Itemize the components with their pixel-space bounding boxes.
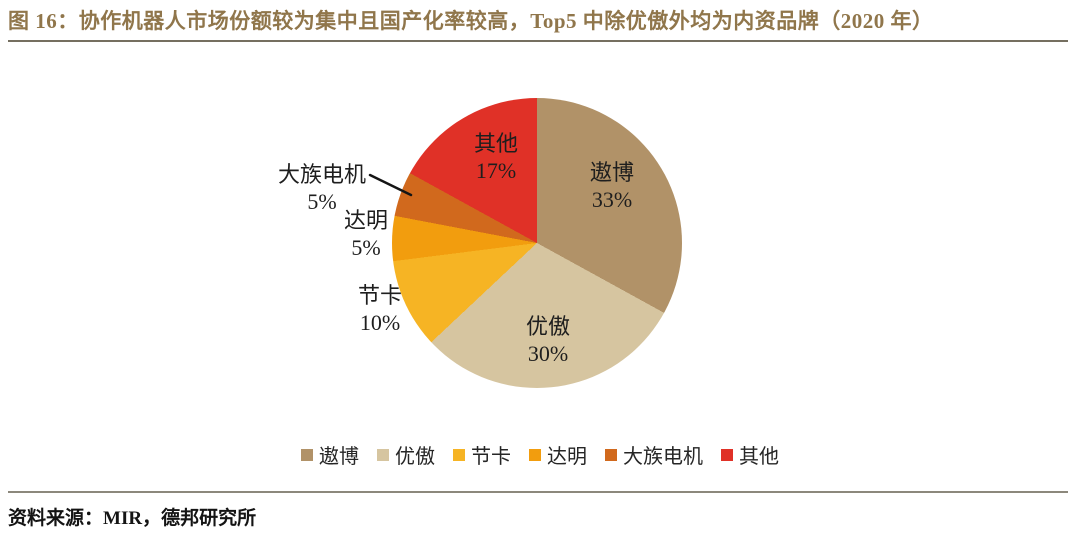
legend-item-jieka: 节卡 — [453, 440, 511, 469]
legend-label: 大族电机 — [623, 446, 703, 468]
legend-label: 其他 — [739, 446, 779, 468]
slice-pct: 30% — [527, 341, 569, 366]
legend-item-qita: 其他 — [721, 440, 779, 469]
legend-label: 节卡 — [471, 446, 511, 468]
slice-pct: 33% — [591, 187, 633, 212]
leader-line-dazu-dianji — [368, 173, 413, 197]
slice-pct: 5% — [351, 235, 381, 260]
legend-swatch — [453, 448, 465, 461]
title-divider-line — [8, 40, 1068, 42]
source-divider-line — [8, 491, 1068, 493]
legend-item-youao: 优傲 — [377, 440, 435, 469]
chart-legend: 遨博 优傲 节卡 达明 大族电机 其他 — [0, 440, 1080, 469]
slice-pct: 17% — [475, 158, 517, 183]
pie-chart — [392, 98, 682, 388]
legend-label: 达明 — [547, 446, 587, 468]
slice-pct: 5% — [307, 189, 337, 214]
slice-label-aobo: 遨博 33% — [590, 159, 634, 213]
source-prefix: 资料来源： — [8, 508, 104, 529]
slice-name: 遨博 — [589, 160, 635, 185]
legend-swatch — [301, 448, 313, 461]
legend-label: 优傲 — [395, 446, 435, 468]
slice-name: 大族电机 — [277, 162, 367, 187]
slice-label-youao: 优傲 30% — [526, 313, 570, 367]
figure-title: 图 16：协作机器人市场份额较为集中且国产化率较高，Top5 中除优傲外均为内资… — [8, 9, 934, 33]
slice-label-daming: 达明 5% — [344, 207, 388, 261]
legend-swatch — [721, 448, 733, 461]
source-text: MIR，德邦研究所 — [103, 508, 257, 529]
legend-swatch — [377, 448, 389, 461]
slice-label-dazu-dianji: 大族电机 5% — [278, 161, 366, 215]
slice-label-jieka: 节卡 10% — [358, 282, 402, 336]
legend-swatch — [605, 448, 617, 461]
legend-swatch — [529, 448, 541, 461]
slice-pct: 10% — [359, 310, 401, 335]
legend-item-aobo: 遨博 — [301, 440, 359, 469]
slice-label-qita: 其他 17% — [474, 130, 518, 184]
legend-item-daming: 达明 — [529, 440, 587, 469]
slice-name: 优傲 — [525, 314, 571, 339]
legend-item-dazu-dianji: 大族电机 — [605, 440, 703, 469]
slice-name: 达明 — [343, 208, 389, 233]
pie-chart-area: 遨博 33% 优傲 30% 节卡 10% 达明 5% 大族电机 5% 其他 17… — [278, 98, 682, 388]
legend-label: 遨博 — [319, 446, 359, 468]
slice-name: 节卡 — [357, 283, 403, 308]
slice-name: 其他 — [473, 131, 519, 156]
source-note: 资料来源：MIR，德邦研究所 — [8, 503, 256, 530]
